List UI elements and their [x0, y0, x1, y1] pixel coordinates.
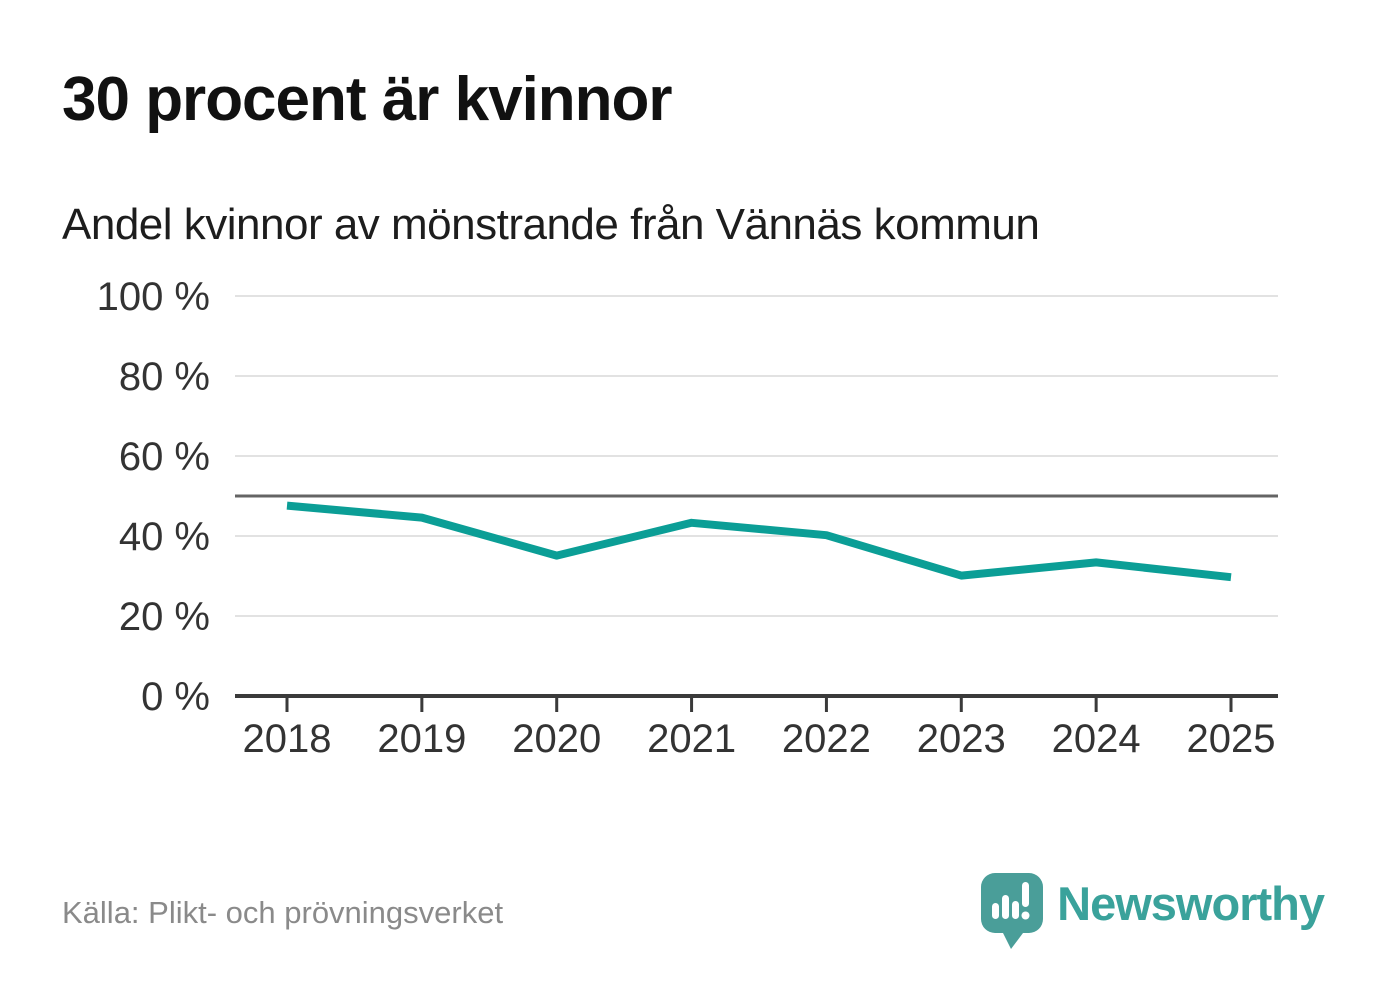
y-tick-label: 0 %	[141, 675, 210, 719]
y-tick-label: 100 %	[97, 275, 210, 319]
y-tick-label: 60 %	[119, 435, 210, 479]
newsworthy-logo: Newsworthy	[981, 873, 1325, 953]
x-tick-label: 2019	[377, 717, 466, 761]
data-line-andel-kvinnor	[286, 501, 1232, 582]
source-label: Källa: Plikt- och prövningsverket	[62, 895, 504, 930]
y-tick-label: 40 %	[119, 515, 210, 559]
x-tick-label: 2022	[782, 717, 871, 761]
x-tick-label: 2024	[1052, 717, 1141, 761]
y-tick-label: 80 %	[119, 355, 210, 399]
chart-subtitle: Andel kvinnor av mönstrande från Vännäs …	[62, 200, 1040, 249]
x-tick-label: 2018	[243, 717, 332, 761]
x-tick-label: 2023	[917, 717, 1006, 761]
speech-bubble-barchart-icon	[981, 873, 1044, 949]
logo-wordmark: Newsworthy	[1057, 877, 1325, 930]
x-tick-label: 2020	[512, 717, 601, 761]
y-tick-label: 20 %	[119, 595, 210, 639]
chart-footer: Källa: Plikt- och prövningsverket Newswo…	[62, 868, 1325, 958]
x-tick-label: 2025	[1187, 717, 1276, 761]
x-tick-label: 2021	[647, 717, 736, 761]
page-title: 30 procent är kvinnor	[62, 65, 673, 134]
